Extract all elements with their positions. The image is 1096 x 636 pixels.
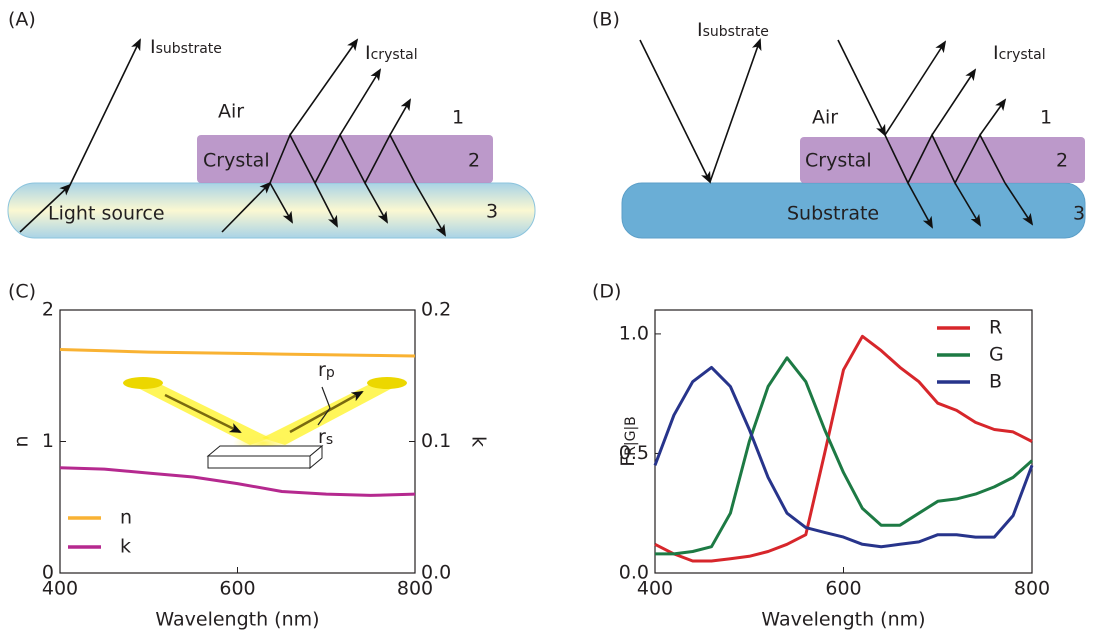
y-tick-label: 2 bbox=[42, 299, 54, 321]
inset-label-main: r bbox=[318, 359, 326, 381]
panel-label: (A) bbox=[8, 9, 36, 31]
x-axis-label: Wavelength (nm) bbox=[761, 609, 925, 631]
inset-label-main: r bbox=[318, 426, 326, 448]
legend-label: G bbox=[989, 344, 1004, 366]
x-tick-label: 800 bbox=[1014, 578, 1050, 600]
y-tick-label: 0 bbox=[42, 562, 54, 584]
air-label: Air bbox=[218, 101, 244, 123]
i-crystal: Icrystal bbox=[365, 42, 418, 64]
figure: (A) Isubstrate Icrystal Air 1 Crystal 2 … bbox=[0, 0, 1096, 636]
legend-label: B bbox=[989, 371, 1002, 393]
series-line bbox=[60, 350, 415, 357]
y2-tick-label: 0.0 bbox=[421, 562, 451, 584]
legend-label: R bbox=[989, 317, 1002, 339]
inset-label-sub: p bbox=[326, 365, 335, 381]
layer-number: 1 bbox=[452, 107, 464, 129]
crystal-label: Crystal bbox=[805, 150, 872, 172]
i-substrate: Isubstrate bbox=[697, 19, 769, 41]
panel-b: (B) Isubstrate Icrystal Air 1 Crystal 2 … bbox=[592, 9, 1085, 239]
y2-tick-label: 0.2 bbox=[421, 299, 451, 321]
panel-label: (B) bbox=[592, 9, 620, 31]
legend-label: k bbox=[120, 536, 131, 558]
y-axis-label: n bbox=[11, 435, 33, 447]
base-label: Light source bbox=[48, 203, 165, 225]
x-tick-label: 600 bbox=[219, 578, 255, 600]
layer-number: 2 bbox=[468, 150, 480, 172]
y-tick-label: 0.0 bbox=[619, 562, 649, 584]
layer-number: 2 bbox=[1056, 150, 1068, 172]
y-axis-label-main: F bbox=[617, 456, 639, 467]
layer-number: 1 bbox=[1040, 107, 1052, 129]
series-line bbox=[655, 336, 1032, 561]
series-line bbox=[655, 358, 1032, 554]
i-substrate: Isubstrate bbox=[150, 36, 222, 58]
panel-label: (C) bbox=[8, 281, 36, 303]
layer-number: 3 bbox=[486, 201, 498, 223]
inset-label: rp bbox=[318, 359, 335, 382]
air-label: Air bbox=[812, 107, 838, 129]
x-axis-label: Wavelength (nm) bbox=[155, 609, 319, 631]
base-label: Substrate bbox=[787, 203, 879, 225]
inset-label-sub: s bbox=[326, 432, 333, 448]
plot-frame bbox=[655, 310, 1032, 573]
panel-a: (A) Isubstrate Icrystal Air 1 Crystal 2 … bbox=[8, 9, 535, 239]
series-line bbox=[60, 468, 415, 496]
y-axis-label-sub: R|G|B bbox=[623, 416, 639, 456]
y-tick-label: 1 bbox=[42, 430, 54, 452]
crystal-label: Crystal bbox=[203, 150, 270, 172]
x-tick-label: 600 bbox=[825, 578, 861, 600]
series-line bbox=[655, 367, 1032, 546]
inset-label: rs bbox=[318, 426, 333, 449]
y-tick-label: 1.0 bbox=[619, 322, 649, 344]
i-crystal: Icrystal bbox=[993, 42, 1046, 64]
legend-label: n bbox=[120, 507, 132, 529]
y2-tick-label: 0.1 bbox=[421, 430, 451, 452]
layer-number: 3 bbox=[1073, 203, 1085, 225]
inset bbox=[123, 377, 407, 468]
panel-label: (D) bbox=[592, 281, 621, 303]
y2-axis-label: k bbox=[468, 436, 490, 447]
